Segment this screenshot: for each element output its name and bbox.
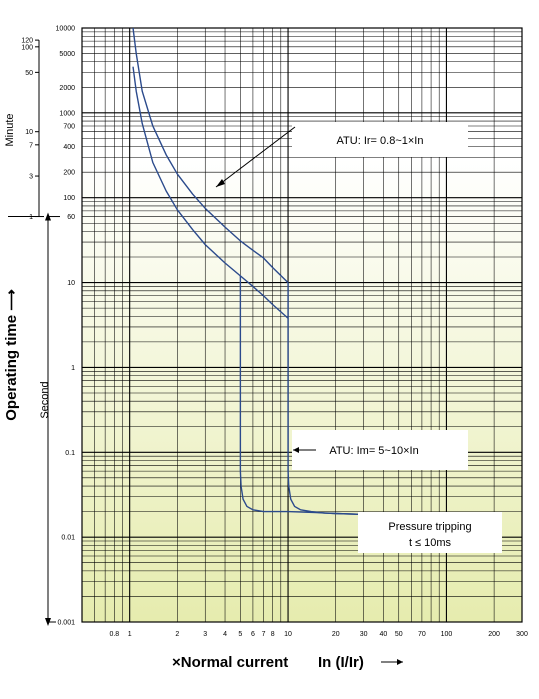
x-tick-label: 5 — [238, 631, 242, 638]
y-tick-label: 0.01 — [61, 535, 75, 542]
y-tick-label: 0.001 — [57, 620, 75, 627]
annotation-arrowhead-im — [293, 447, 299, 453]
curves — [132, 27, 364, 516]
y-tick-label: 400 — [63, 144, 75, 151]
x-tick-label: 300 — [516, 631, 528, 638]
annotation-box-ir — [292, 122, 468, 157]
annotation-pressure-line1: Pressure tripping — [388, 521, 471, 533]
x-tick-label: 2 — [175, 631, 179, 638]
annotation-arrow-ir — [215, 126, 296, 188]
y-tick-label: 10 — [67, 280, 75, 287]
y-tick-label: 10000 — [56, 26, 76, 33]
y-tick-label: 60 — [67, 214, 75, 221]
x-tick-label: 8 — [271, 631, 275, 638]
x-tick-label: 40 — [380, 631, 388, 638]
y-axis-second-label: Second — [39, 381, 51, 418]
minute-tick-label: 50 — [25, 70, 33, 77]
second-axis — [45, 212, 60, 626]
x-axis-ticks: 0.8 1 2 3 4 5 6 7 8 10 20 30 40 50 70 100 200 300 — [109, 631, 527, 638]
annotation-box-im — [292, 430, 468, 470]
x-tick-label: 1 — [128, 631, 132, 638]
annotation-atu-ir: ATU: Ir= 0.8~1×In — [337, 135, 424, 147]
curve-series-2 — [132, 66, 289, 319]
x-tick-label: 50 — [395, 631, 403, 638]
x-axis-title: ×Normal current — [172, 654, 288, 671]
annotation-arrowhead-ir — [216, 179, 225, 187]
annotation-box-pressure — [358, 512, 502, 553]
y-axis-ticks: 10000 5000 2000 1000 700 400 200 100 60 10 1 0.1 0.0… — [56, 26, 76, 627]
y-tick-label: 200 — [63, 170, 75, 177]
x-tick-label: 70 — [418, 631, 426, 638]
y-tick-label: 5000 — [59, 51, 75, 58]
minute-tick-label: 100 — [21, 44, 33, 51]
annotation-atu-im: ATU: Im= 5~10×In — [329, 445, 418, 457]
x-tick-label: 20 — [332, 631, 340, 638]
annotation-pressure-line2: t ≤ 10ms — [409, 537, 452, 549]
curve-series-1 — [132, 27, 289, 284]
y-tick-label: 1 — [71, 365, 75, 372]
y-tick-label: 100 — [63, 195, 75, 202]
plot-border — [81, 27, 523, 623]
second-arrow-down — [45, 618, 51, 626]
minute-tick-label: 10 — [25, 129, 33, 136]
curve-series-4 — [287, 282, 364, 516]
second-arrow-up — [45, 212, 51, 221]
x-tick-label: 3 — [203, 631, 207, 638]
minute-tick-label: 3 — [29, 174, 33, 181]
x-tick-label: 0.8 — [109, 631, 119, 638]
minute-tick-label: 120 — [21, 38, 33, 45]
y-tick-label: 2000 — [59, 85, 75, 92]
x-tick-label: 100 — [441, 631, 453, 638]
x-tick-label: 30 — [360, 631, 368, 638]
x-tick-label: 10 — [284, 631, 292, 638]
x-axis-unit: In (I/Ir) — [318, 654, 364, 671]
y-axis-title: Operating time ⟶ — [3, 289, 20, 421]
y-axis-minute-label: Minute — [4, 113, 16, 146]
x-tick-label: 7 — [262, 631, 266, 638]
y-tick-label: 1000 — [59, 110, 75, 117]
x-tick-label: 4 — [223, 631, 227, 638]
y-tick-label: 0.1 — [65, 450, 75, 457]
x-axis-arrowhead — [397, 659, 403, 665]
y-tick-label: 700 — [63, 124, 75, 131]
minute-tick-label: 1 — [29, 214, 33, 221]
x-tick-label: 200 — [488, 631, 500, 638]
minute-tick-label: 7 — [29, 142, 33, 149]
x-tick-label: 6 — [251, 631, 255, 638]
